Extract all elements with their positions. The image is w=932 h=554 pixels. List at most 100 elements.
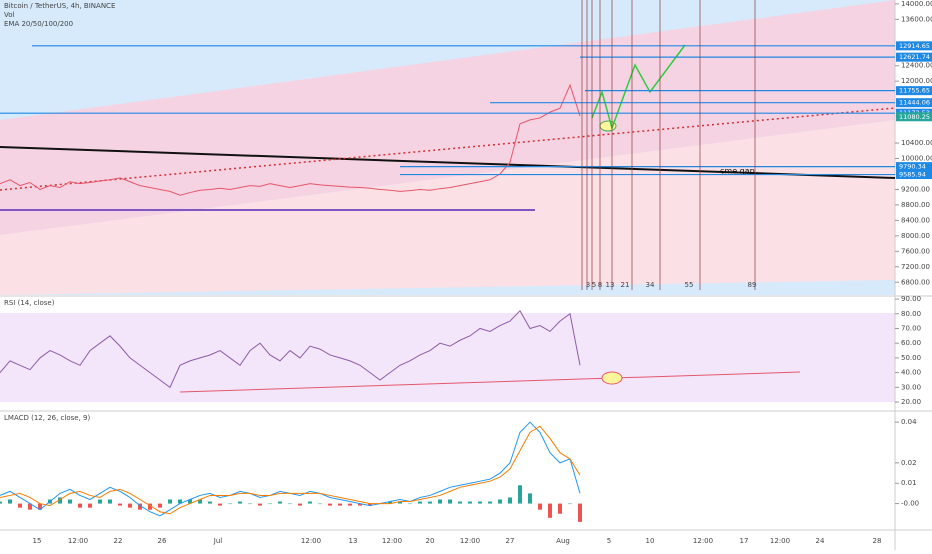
ema-label: EMA 20/50/100/200: [4, 20, 73, 28]
y-tick-label: 10000.00: [901, 155, 932, 163]
y-tick-label: 80.00: [901, 310, 921, 318]
x-tick-label: 12:00: [693, 537, 713, 545]
histogram-bar: [0, 501, 2, 504]
histogram-bar: [78, 503, 82, 508]
x-tick-label: 12:00: [68, 537, 88, 545]
histogram-bar: [28, 503, 32, 510]
histogram-bar: [168, 499, 172, 504]
x-tick-label: 10: [646, 537, 655, 545]
histogram-bar: [328, 503, 332, 506]
fib-label: 21: [621, 281, 630, 289]
y-tick-label: 10400.00: [901, 139, 932, 147]
histogram-bar: [248, 503, 252, 505]
histogram-bar: [368, 503, 372, 506]
level-label: 12914.65: [899, 42, 930, 50]
fib-label: 5: [592, 281, 596, 289]
histogram-bar: [578, 503, 582, 522]
histogram-bar: [228, 503, 232, 505]
y-tick-label: 8400.00: [901, 216, 930, 224]
x-tick-label: 24: [816, 537, 825, 545]
fib-label: 34: [646, 281, 655, 289]
annotation: cme gap: [720, 167, 755, 176]
x-tick-label: 13: [349, 537, 358, 545]
x-tick-label: 27: [506, 537, 515, 545]
x-tick-label: 12:00: [301, 537, 321, 545]
histogram-bar: [258, 503, 262, 506]
histogram-bar: [318, 503, 322, 505]
histogram-bar: [208, 501, 212, 504]
channel-upper: [0, 0, 895, 235]
rsi-band: [0, 313, 895, 402]
histogram-bar: [38, 503, 42, 510]
y-tick-label: 12400.00: [901, 62, 932, 70]
x-tick-label: 5: [607, 537, 611, 545]
histogram-bar: [188, 499, 192, 504]
level-label: 9585.94: [899, 171, 926, 179]
fib-label: 8: [598, 281, 602, 289]
x-tick-label: 26: [158, 537, 167, 545]
histogram-bar: [88, 503, 92, 508]
histogram-bar: [98, 499, 102, 504]
histogram-bar: [528, 493, 532, 504]
level-box: [896, 86, 932, 96]
histogram-bar: [278, 501, 282, 504]
fib-label: 13: [606, 281, 615, 289]
histogram-bar: [218, 503, 222, 506]
histogram-bar: [388, 501, 392, 504]
histogram-bar: [238, 501, 242, 504]
y-tick-label: 0.01: [901, 479, 917, 487]
histogram-bar: [468, 501, 472, 504]
histogram-bar: [498, 499, 502, 504]
y-tick-label: 60.00: [901, 339, 921, 347]
histogram-bar: [408, 503, 412, 505]
level-box: [896, 52, 932, 62]
histogram-bar: [308, 501, 312, 504]
x-tick-label: Jul: [213, 537, 223, 545]
histogram-bar: [558, 503, 562, 514]
rsi-circle: [601, 371, 623, 385]
macd-title: LMACD (12, 26, close, 9): [4, 414, 90, 422]
level-box: [896, 98, 932, 108]
histogram-bar: [148, 503, 152, 510]
y-tick-label: 90.00: [901, 295, 921, 303]
y-tick-label: 6800.00: [901, 278, 930, 286]
level-label: 11444.06: [899, 99, 930, 107]
macd-line: [0, 425, 581, 515]
y-tick-label: 0.02: [901, 459, 917, 467]
y-tick-label: 8000.00: [901, 232, 930, 240]
x-tick-label: 15: [33, 537, 42, 545]
y-tick-label: 12000.00: [901, 77, 932, 85]
histogram-bar: [458, 501, 462, 504]
y-tick-label: 20.00: [901, 398, 921, 406]
level-box: [896, 112, 932, 122]
y-tick-label: 14000.00: [901, 0, 932, 8]
histogram-bar: [488, 501, 492, 504]
histogram-bar: [18, 503, 22, 508]
y-tick-label: 9200.00: [901, 185, 930, 193]
x-tick-label: Aug: [556, 537, 570, 545]
x-tick-label: 12:00: [382, 537, 402, 545]
histogram-bar: [298, 503, 302, 506]
y-tick-label: 13600.00: [901, 15, 932, 23]
histogram-bar: [58, 497, 62, 504]
rsi-trend: [179, 371, 801, 393]
rsi-title: RSI (14, close): [4, 299, 55, 307]
histogram-bar: [428, 501, 432, 504]
price-line: [0, 83, 581, 196]
histogram-bar: [288, 503, 292, 505]
level-box: [896, 162, 932, 172]
histogram-bar: [358, 503, 362, 506]
histogram-bar: [478, 501, 482, 504]
level-label: 11755.65: [899, 87, 930, 95]
macd-line: [0, 421, 581, 517]
histogram-bar: [508, 497, 512, 504]
histogram-bar: [178, 499, 182, 504]
level-label: 9790.34: [899, 163, 926, 171]
symbol: Bitcoin / TetherUS, 4h, BINANCE: [4, 2, 115, 10]
histogram-bar: [128, 503, 132, 508]
trend-line: [0, 146, 896, 179]
histogram-bar: [348, 503, 352, 506]
y-tick-label: 8800.00: [901, 201, 930, 209]
y-tick-label: 50.00: [901, 354, 921, 362]
